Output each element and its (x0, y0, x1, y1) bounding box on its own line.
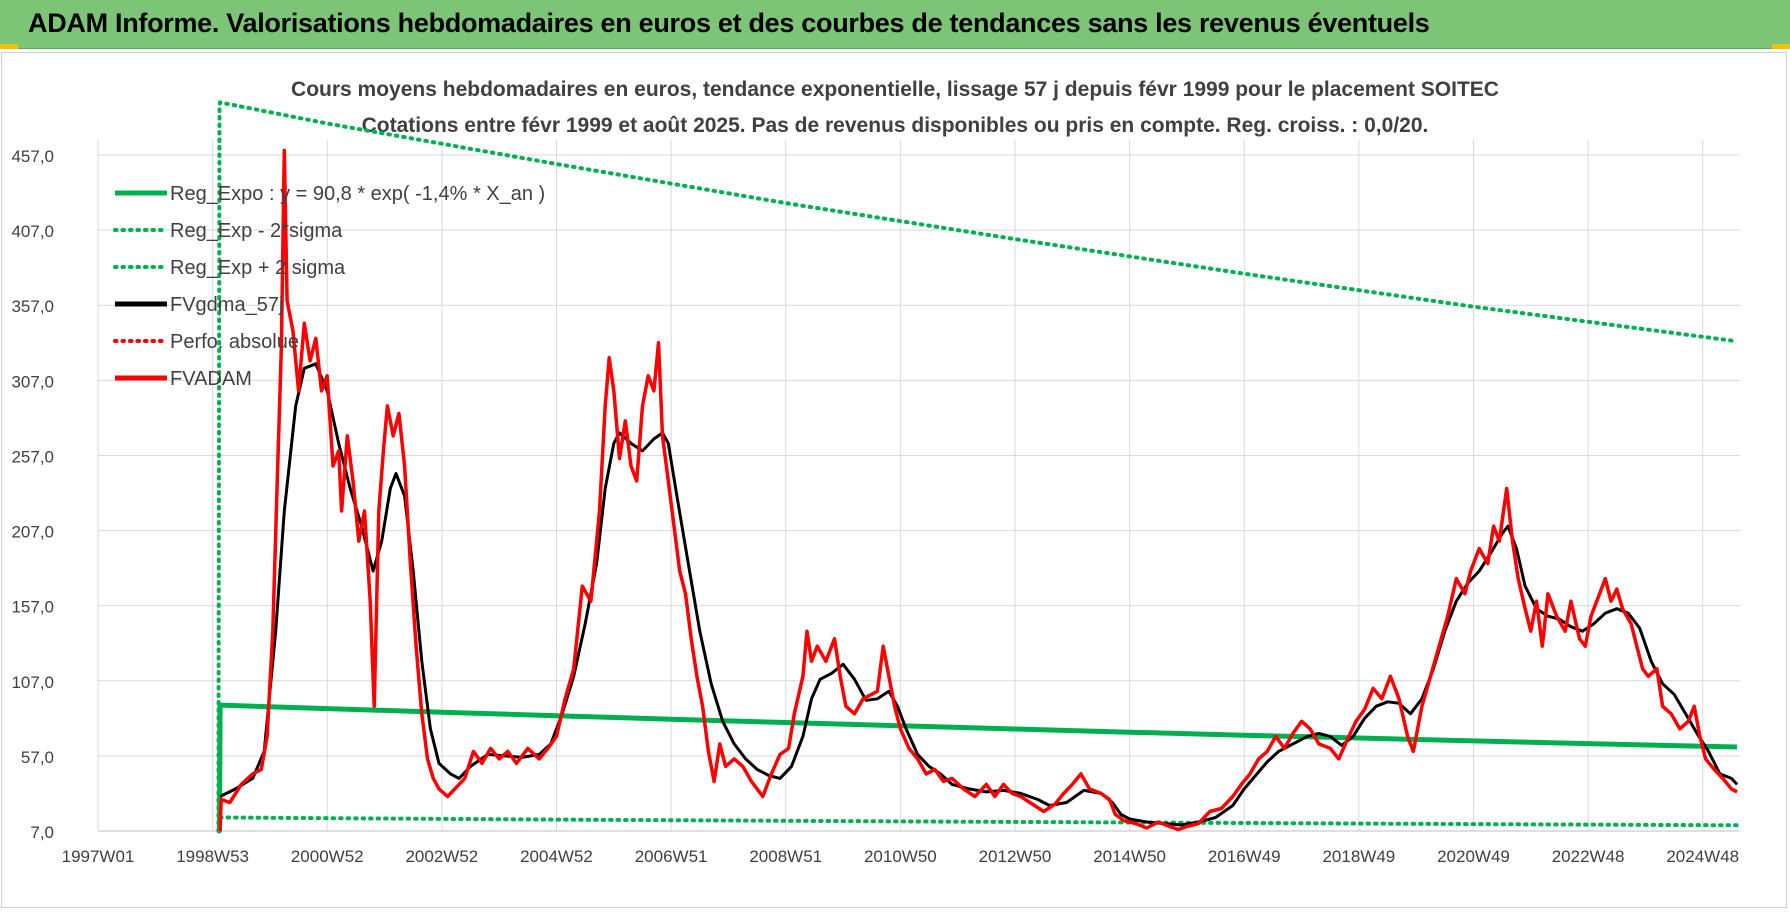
corner-marker-left (0, 44, 18, 49)
chart-subtitle: Cotations entre févr 1999 et août 2025. … (362, 114, 1429, 137)
y-tick-label: 7,0 (30, 823, 54, 842)
legend-label-3: FVgdma_57j (170, 294, 283, 316)
x-tick-label: 2008W51 (749, 847, 822, 866)
x-tick-label: 2000W52 (291, 847, 364, 866)
x-tick-label: 1997W01 (62, 847, 135, 866)
series-lines (216, 100, 1740, 834)
x-tick-label: 2012W50 (979, 847, 1052, 866)
x-tick-label: 2010W50 (864, 847, 937, 866)
report-title: ADAM Informe. Valorisations hebdomadaire… (28, 8, 1430, 38)
legend: Reg_Expo : y = 90,8 * exp( -1,4% * X_an … (113, 183, 545, 390)
series-line-1 (218, 815, 1740, 828)
x-tick-label: 2020W49 (1437, 847, 1510, 866)
x-tick-label: 2004W52 (520, 847, 593, 866)
legend-label-2: Reg_Exp + 2 sigma (170, 257, 346, 279)
y-axis: 7,0 57,0 107,0 157,0 207,0 257,0 307,0 357,0 407… (11, 147, 54, 842)
x-tick-label: 2006W51 (635, 847, 708, 866)
chart-title: Cours moyens hebdomadaires en euros, ten… (291, 78, 1499, 101)
x-tick-label: 2022W48 (1552, 847, 1625, 866)
legend-label-0: Reg_Expo : y = 90,8 * exp( -1,4% * X_an … (170, 183, 545, 205)
series-line-3 (219, 362, 1739, 827)
y-tick-label: 357,0 (11, 297, 54, 316)
legend-label-5: FVADAM (170, 368, 252, 390)
x-tick-label: 2018W49 (1322, 847, 1395, 866)
x-tick-label: 2016W49 (1208, 847, 1281, 866)
grid-lines (97, 140, 1740, 832)
y-tick-label: 407,0 (11, 222, 54, 241)
x-tick-label: 2024W48 (1666, 847, 1739, 866)
series-line-5 (218, 148, 1738, 832)
corner-marker-right (1772, 44, 1790, 49)
legend-label-4: Perfo. absolue (170, 331, 299, 353)
x-tick-label: 2002W52 (405, 847, 478, 866)
chart-frame (1, 52, 1787, 908)
legend-label-1: Reg_Exp - 2*sigma (170, 220, 343, 242)
y-tick-label: 157,0 (11, 598, 54, 617)
x-tick-label: 1998W53 (176, 847, 249, 866)
y-tick-label: 257,0 (11, 447, 54, 466)
series-line-2 (216, 100, 1740, 833)
y-tick-label: 57,0 (21, 748, 54, 767)
y-tick-label: 107,0 (11, 673, 54, 692)
x-tick-label: 2014W50 (1093, 847, 1166, 866)
report-header: ADAM Informe. Valorisations hebdomadaire… (0, 0, 1790, 49)
y-tick-label: 307,0 (11, 372, 54, 391)
y-tick-label: 457,0 (11, 147, 54, 166)
x-axis: 1997W01 1998W53 2000W52 2002W52 2004W52 2006W… (62, 830, 1740, 866)
y-tick-label: 207,0 (11, 523, 54, 542)
